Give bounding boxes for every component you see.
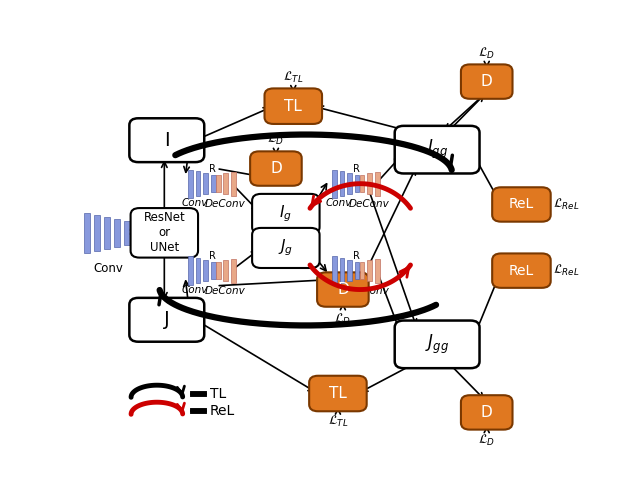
Bar [211,175,216,192]
FancyBboxPatch shape [252,194,319,234]
Bar [114,219,120,246]
Bar [94,215,100,251]
Bar [347,260,352,281]
Text: I: I [164,131,170,150]
FancyBboxPatch shape [492,187,550,221]
Text: D: D [481,405,493,420]
FancyBboxPatch shape [131,208,198,258]
Bar [355,175,360,192]
Bar [340,258,344,283]
Text: $\mathcal{L}_{TL}$: $\mathcal{L}_{TL}$ [328,414,348,430]
Text: ResNet
or
UNet: ResNet or UNet [143,211,185,254]
Text: $J_g$: $J_g$ [278,238,294,258]
Text: $I_g$: $I_g$ [280,204,292,224]
Text: R: R [353,251,360,261]
Text: J: J [164,310,170,329]
Bar [188,256,193,285]
Bar [196,171,200,196]
Text: Conv: Conv [182,285,208,295]
Text: D: D [481,74,493,89]
Bar [211,262,216,279]
Text: $J_{gg}$: $J_{gg}$ [425,333,449,356]
Bar [204,260,208,281]
Text: $\mathcal{L}_D$: $\mathcal{L}_D$ [478,433,495,448]
Text: R: R [353,164,360,174]
Bar [375,259,380,283]
Bar [84,213,90,253]
Bar [223,260,228,281]
FancyBboxPatch shape [250,151,301,186]
Bar [355,262,360,279]
Text: $\mathcal{L}_{ReL}$: $\mathcal{L}_{ReL}$ [553,263,579,278]
FancyBboxPatch shape [252,228,319,268]
FancyBboxPatch shape [317,273,369,307]
Bar [332,256,337,285]
Bar [104,217,110,249]
Text: =: = [127,224,142,242]
Text: ReL: ReL [210,404,236,418]
FancyBboxPatch shape [129,298,204,342]
Bar [367,173,372,194]
Text: DeConv: DeConv [205,199,246,210]
FancyBboxPatch shape [461,395,513,430]
Text: TL: TL [284,99,302,114]
Bar [332,169,337,198]
Bar [360,175,364,192]
Text: Conv: Conv [326,198,352,208]
Text: R: R [209,251,216,261]
FancyBboxPatch shape [395,321,479,368]
Text: ReL: ReL [509,264,534,277]
Text: TL: TL [329,386,347,401]
Text: $I_{gg}$: $I_{gg}$ [426,138,448,161]
Text: D: D [337,282,349,297]
Bar [216,262,221,279]
Bar [367,260,372,281]
Text: ReL: ReL [509,197,534,212]
Text: $\mathcal{L}_{TL}$: $\mathcal{L}_{TL}$ [283,70,303,85]
Text: $\mathcal{L}_D$: $\mathcal{L}_D$ [478,46,495,61]
Bar [375,172,380,195]
Bar [231,259,236,283]
Text: $\mathcal{L}_D$: $\mathcal{L}_D$ [268,132,284,147]
Bar [231,172,236,195]
FancyBboxPatch shape [461,64,513,99]
Bar [204,173,208,194]
Text: $\mathcal{L}_D$: $\mathcal{L}_D$ [334,312,351,327]
Text: Conv: Conv [182,198,208,208]
Text: $\mathcal{L}_{ReL}$: $\mathcal{L}_{ReL}$ [553,197,579,212]
Bar [124,221,130,245]
Text: R: R [209,164,216,174]
Text: TL: TL [210,387,226,401]
Text: Conv: Conv [326,285,352,295]
Text: DeConv: DeConv [349,199,390,210]
Text: DeConv: DeConv [349,286,390,297]
FancyBboxPatch shape [395,126,479,173]
Text: D: D [270,161,282,176]
FancyBboxPatch shape [264,88,322,124]
Bar [188,169,193,198]
Bar [223,173,228,194]
Text: Conv: Conv [94,262,124,275]
Bar [347,173,352,194]
FancyBboxPatch shape [492,253,550,288]
Bar [340,171,344,196]
FancyBboxPatch shape [309,376,367,411]
Bar [360,262,364,279]
FancyBboxPatch shape [129,118,204,162]
Text: DeConv: DeConv [205,286,246,297]
Bar [196,258,200,283]
Bar [216,175,221,192]
